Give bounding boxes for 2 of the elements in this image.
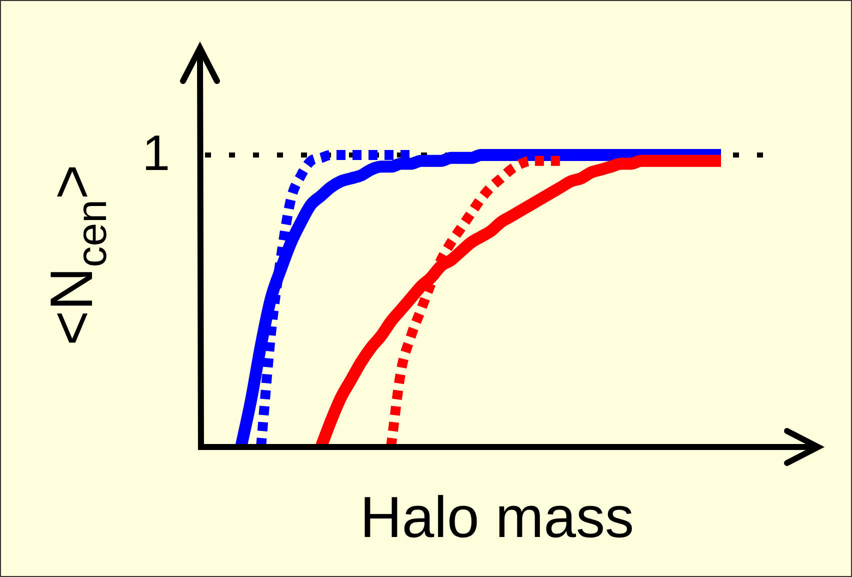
ref-line-label: 1 [142, 125, 170, 181]
x-axis-title: Halo mass [360, 485, 634, 550]
